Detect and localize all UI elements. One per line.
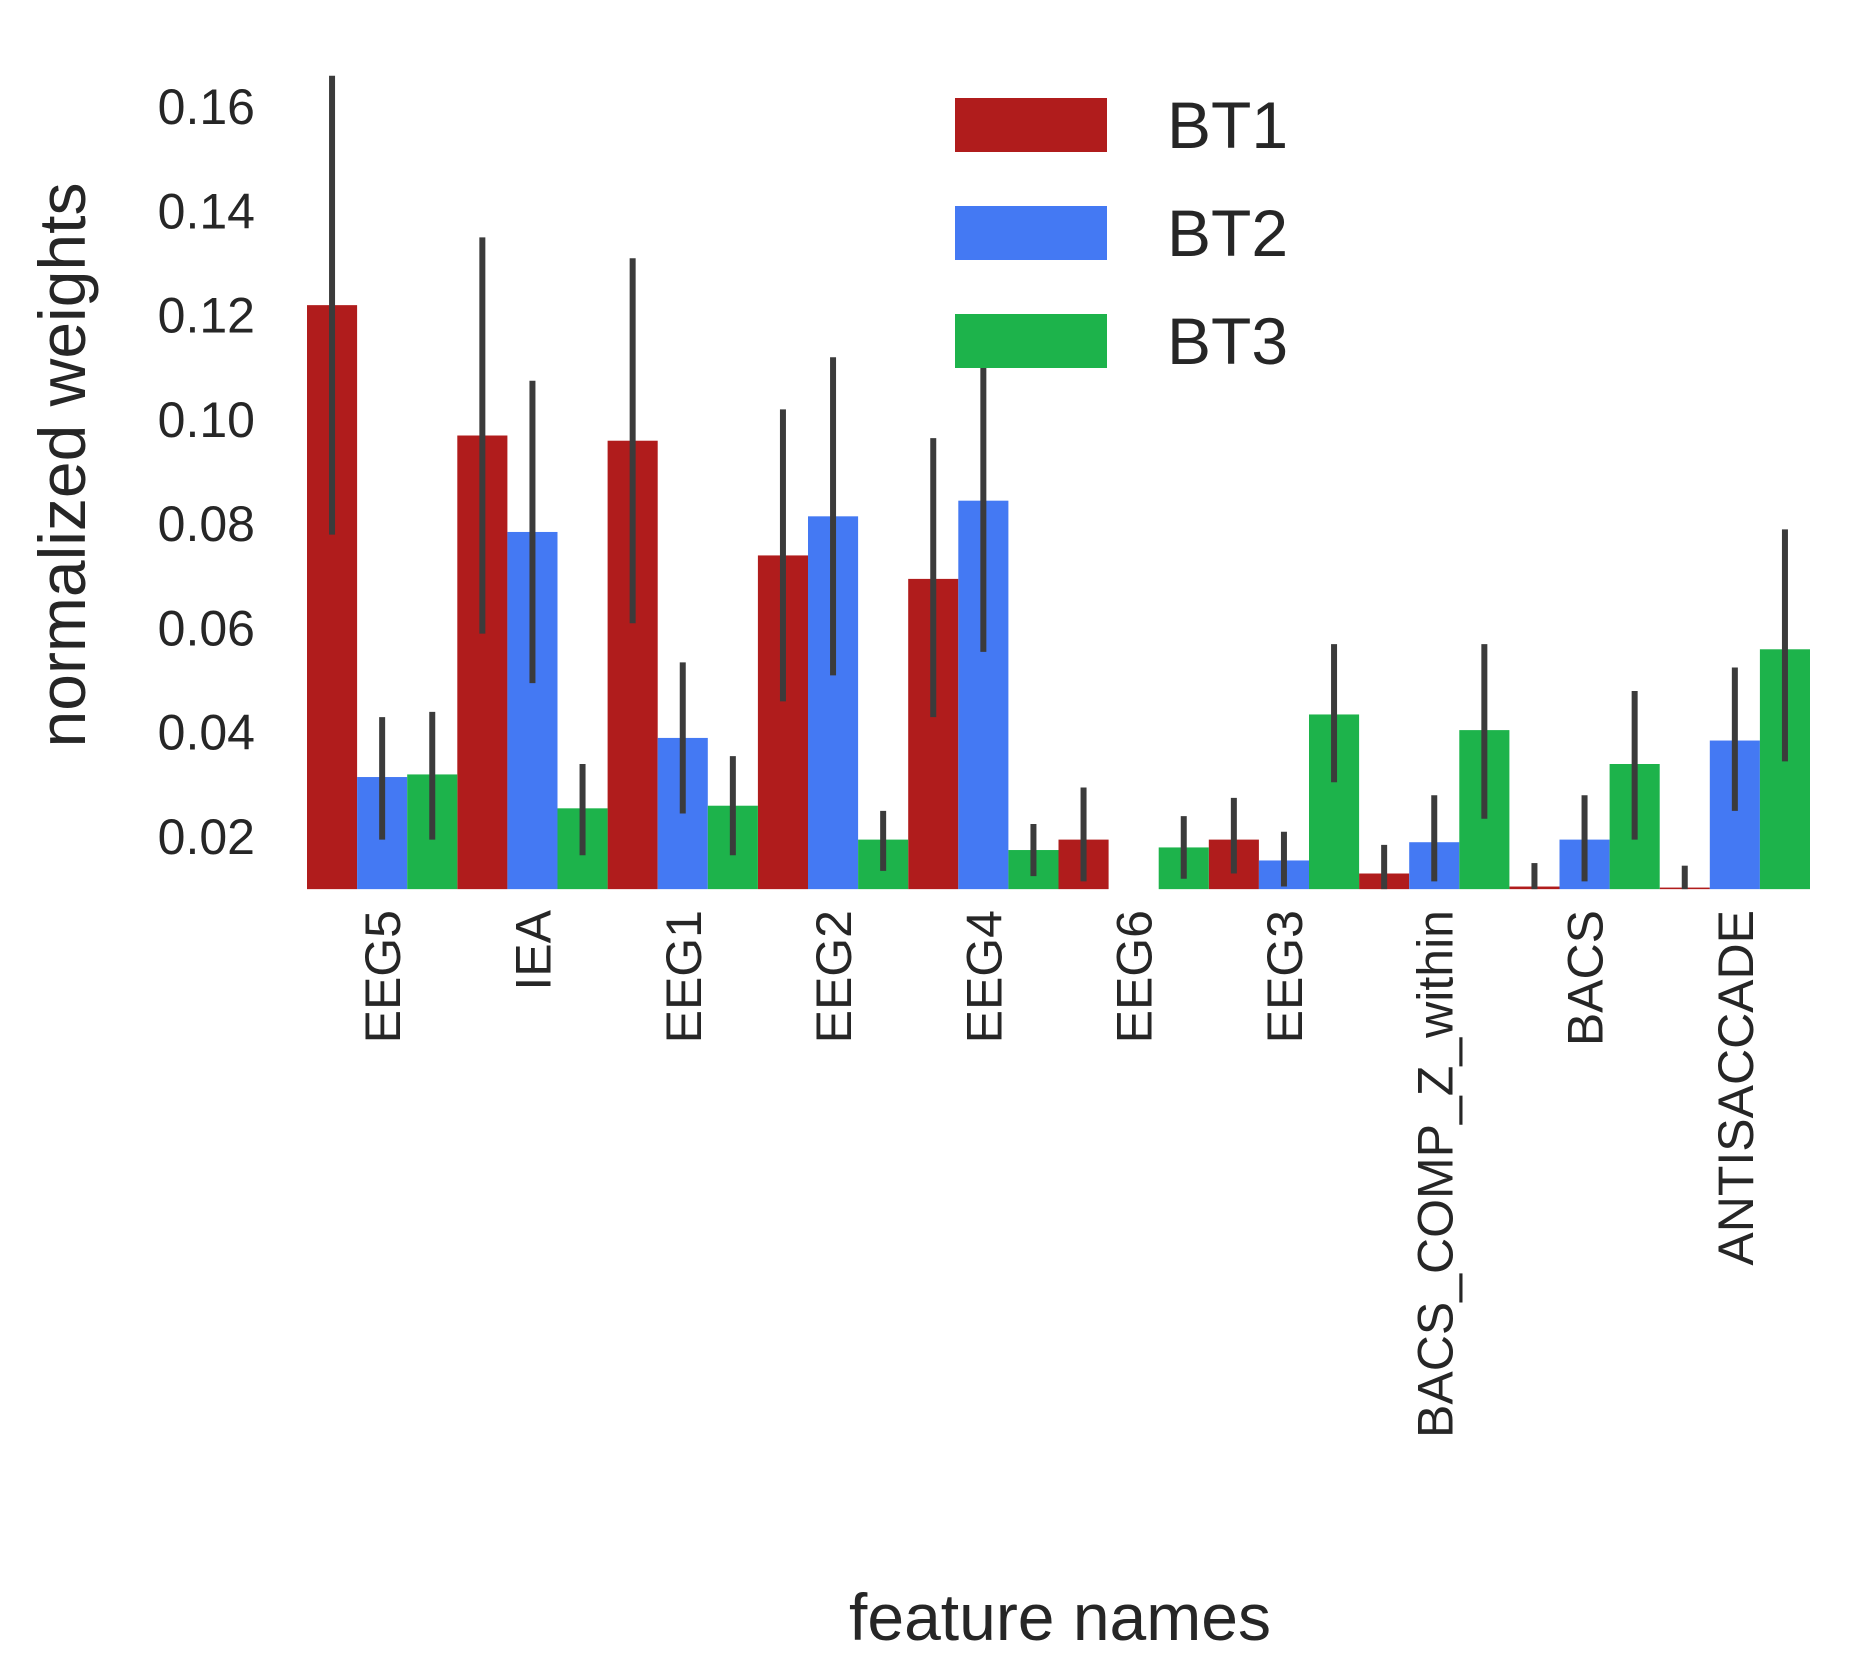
y-tick-label: 0.04: [158, 705, 255, 761]
x-tick-label: EEG6: [1107, 910, 1163, 1043]
legend-label-bt2: BT2: [1167, 196, 1288, 270]
x-tick-label: IEA: [505, 909, 561, 990]
y-axis-label: normalized weights: [25, 183, 99, 748]
y-tick-label: 0.02: [158, 809, 255, 865]
x-tick-label: EEG1: [656, 910, 712, 1043]
legend-swatch-bt2: [955, 206, 1107, 260]
y-tick-label: 0.08: [158, 496, 255, 552]
x-tick-label: BACS_COMP_Z_within: [1407, 910, 1463, 1438]
x-tick-label: EEG2: [806, 910, 862, 1043]
y-tick-label: 0.12: [158, 288, 255, 344]
x-tick-label: ANTISACCADE: [1708, 910, 1764, 1266]
y-tick-label: 0.16: [158, 79, 255, 135]
legend-swatch-bt1: [955, 98, 1107, 152]
y-tick-label: 0.06: [158, 600, 255, 656]
y-tick-label: 0.10: [158, 392, 255, 448]
legend: BT1 BT2 BT3: [955, 88, 1288, 378]
y-axis-ticks: 0.02 0.04 0.06 0.08 0.10 0.12 0.14 0.16: [158, 79, 255, 865]
legend-swatch-bt3: [955, 314, 1107, 368]
x-tick-label: BACS: [1558, 910, 1614, 1046]
y-tick-label: 0.14: [158, 183, 255, 239]
legend-label-bt3: BT3: [1167, 304, 1288, 378]
x-tick-label: EEG3: [1257, 910, 1313, 1043]
errorbars-layer: [329, 75, 1788, 890]
x-axis-label: feature names: [849, 1580, 1271, 1654]
x-axis-ticks: EEG5 IEA EEG1 EEG2 EEG4 EEG6 EEG3 BACS_COMP_Z_w…: [355, 909, 1764, 1438]
legend-label-bt1: BT1: [1167, 88, 1288, 162]
x-tick-label: EEG5: [355, 910, 411, 1043]
x-tick-label: EEG4: [956, 910, 1012, 1043]
